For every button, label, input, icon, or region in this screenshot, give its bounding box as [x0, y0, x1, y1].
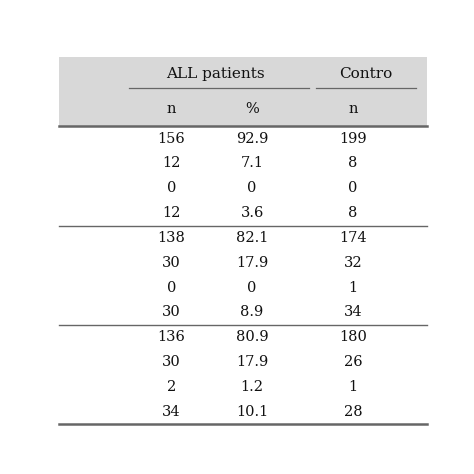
Text: 1: 1 [348, 380, 358, 394]
Text: 7.1: 7.1 [241, 156, 264, 171]
Bar [59, 126, 427, 424]
Text: 17.9: 17.9 [236, 256, 268, 270]
Text: 136: 136 [157, 330, 185, 344]
Text: 82.1: 82.1 [236, 231, 268, 245]
Text: 17.9: 17.9 [236, 355, 268, 369]
Text: 0: 0 [247, 281, 257, 294]
Text: 8.9: 8.9 [240, 305, 264, 319]
Text: 30: 30 [162, 355, 181, 369]
Text: 156: 156 [157, 132, 185, 146]
Text: 8: 8 [348, 206, 358, 220]
Text: 92.9: 92.9 [236, 132, 268, 146]
Text: 174: 174 [339, 231, 367, 245]
Text: Contro: Contro [339, 67, 392, 81]
Text: 8: 8 [348, 156, 358, 171]
Text: 32: 32 [344, 256, 363, 270]
Text: 0: 0 [348, 181, 358, 195]
Text: 0: 0 [166, 281, 176, 294]
Text: 34: 34 [344, 305, 363, 319]
Text: 34: 34 [162, 405, 181, 419]
Text: 12: 12 [162, 156, 181, 171]
Text: ALL patients: ALL patients [166, 67, 264, 81]
Text: 0: 0 [166, 181, 176, 195]
Text: 0: 0 [247, 181, 257, 195]
Text: 180: 180 [339, 330, 367, 344]
Text: 10.1: 10.1 [236, 405, 268, 419]
Text: 12: 12 [162, 206, 181, 220]
Text: 3.6: 3.6 [240, 206, 264, 220]
Text: 2: 2 [167, 380, 176, 394]
Text: 26: 26 [344, 355, 363, 369]
Text: 1: 1 [348, 281, 358, 294]
Text: n: n [166, 102, 176, 116]
Text: 28: 28 [344, 405, 363, 419]
Text: 199: 199 [339, 132, 367, 146]
Text: 30: 30 [162, 305, 181, 319]
Text: 30: 30 [162, 256, 181, 270]
Text: 138: 138 [157, 231, 185, 245]
Bar [59, 57, 427, 126]
Text: 80.9: 80.9 [236, 330, 268, 344]
Text: 1.2: 1.2 [241, 380, 264, 394]
Text: %: % [245, 102, 259, 116]
Text: n: n [348, 102, 358, 116]
